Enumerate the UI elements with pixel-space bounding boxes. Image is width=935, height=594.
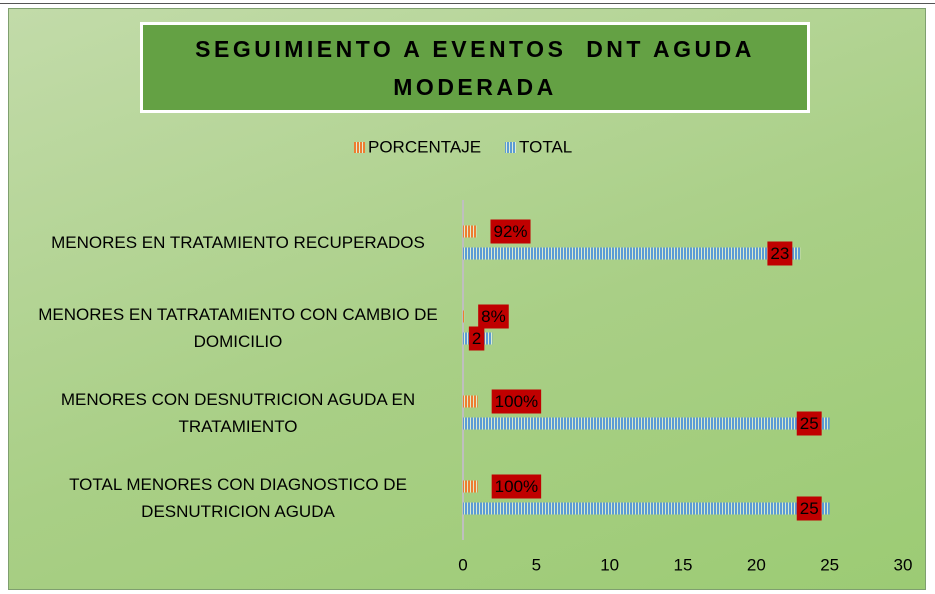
data-label: 23 bbox=[770, 244, 789, 263]
data-label-box bbox=[491, 389, 542, 414]
bar bbox=[463, 417, 830, 430]
x-tick-label: 15 bbox=[674, 555, 693, 574]
data-label-box bbox=[468, 326, 485, 351]
legend-label: TOTAL bbox=[519, 137, 572, 156]
data-label: 92% bbox=[493, 222, 527, 241]
data-label-box bbox=[478, 304, 509, 329]
x-tick-label: 25 bbox=[820, 555, 839, 574]
y-tick-label: TOTAL MENORES CON DIAGNOSTICO DE DESNUTR… bbox=[69, 474, 407, 521]
legend-swatch bbox=[505, 142, 517, 153]
x-tick-label: 0 bbox=[458, 555, 467, 574]
top-rule bbox=[0, 3, 935, 4]
y-tick-label: MENORES EN TATRATAMIENTO CON CAMBIO DE D… bbox=[38, 304, 438, 351]
y-tick-label: MENORES EN TRATAMIENTO RECUPERADOS bbox=[51, 233, 425, 252]
data-label-box bbox=[796, 496, 822, 521]
legend-swatch bbox=[354, 142, 365, 153]
data-label: 100% bbox=[495, 392, 538, 411]
data-label: 25 bbox=[800, 414, 819, 433]
bar bbox=[463, 225, 477, 238]
data-label: 2 bbox=[472, 329, 481, 348]
data-label-box bbox=[796, 411, 822, 436]
data-label: 25 bbox=[800, 499, 819, 518]
bar bbox=[463, 310, 465, 323]
x-tick-label: 5 bbox=[532, 555, 541, 574]
data-label-box bbox=[490, 219, 531, 244]
data-label: 8% bbox=[481, 307, 506, 326]
chart-title: SEGUIMIENTO A EVENTOS DNT AGUDA MODERADA bbox=[140, 22, 810, 113]
data-label: 100% bbox=[495, 477, 538, 496]
bar bbox=[463, 247, 801, 260]
x-tick-label: 10 bbox=[600, 555, 619, 574]
x-tick-label: 20 bbox=[747, 555, 766, 574]
data-label-box bbox=[767, 241, 793, 266]
data-label-box bbox=[491, 474, 542, 499]
y-tick-label: MENORES CON DESNUTRICION AGUDA EN TRATAM… bbox=[60, 389, 416, 436]
bar bbox=[463, 395, 478, 408]
x-tick-label: 30 bbox=[894, 555, 913, 574]
legend-label: PORCENTAJE bbox=[368, 137, 481, 156]
bar bbox=[463, 502, 830, 515]
bar bbox=[463, 480, 478, 493]
